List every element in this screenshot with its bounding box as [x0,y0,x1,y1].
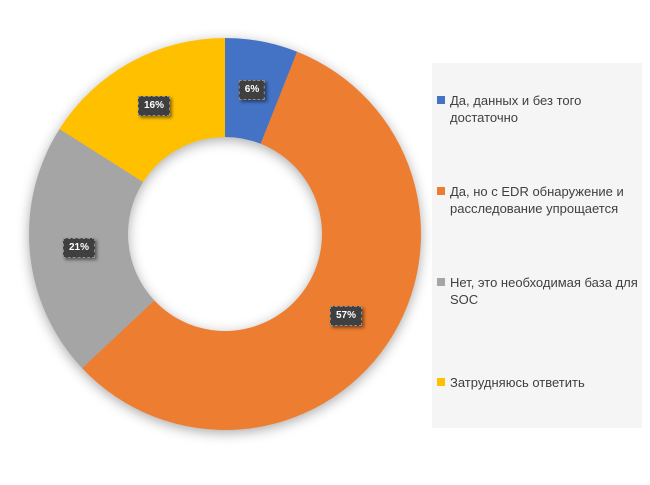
chart-legend: Да, данных и без того достаточно Да, но с… [432,63,642,428]
legend-swatch-icon [437,377,445,386]
legend-item-content: Да, но с EDR обнаружение и расследование… [437,183,640,217]
legend-label: Нет, это необходимая база для SOC [450,275,638,308]
donut-slice-0 [225,38,298,144]
legend-item-2: Нет, это необходимая база для SOC [432,246,642,337]
legend-item-content: Затрудняюсь ответить [437,374,585,391]
legend-swatch-icon [437,95,445,104]
legend-item-content: Да, данных и без того достаточно [437,92,640,126]
legend-item-1: Да, но с EDR обнаружение и расследование… [432,154,642,245]
legend-label: Затрудняюсь ответить [450,374,585,390]
legend-swatch-icon [437,278,445,287]
legend-swatch-icon [437,186,445,195]
legend-label: Да, но с EDR обнаружение и расследование… [450,183,624,216]
legend-item-3: Затрудняюсь ответить [432,337,642,428]
legend-item-0: Да, данных и без того достаточно [432,63,642,154]
legend-item-content: Нет, это необходимая база для SOC [437,274,640,308]
legend-label: Да, данных и без того достаточно [450,92,582,125]
donut-slice-1 [82,51,421,430]
donut-slice-2 [28,128,155,369]
donut-slice-3 [59,37,226,183]
